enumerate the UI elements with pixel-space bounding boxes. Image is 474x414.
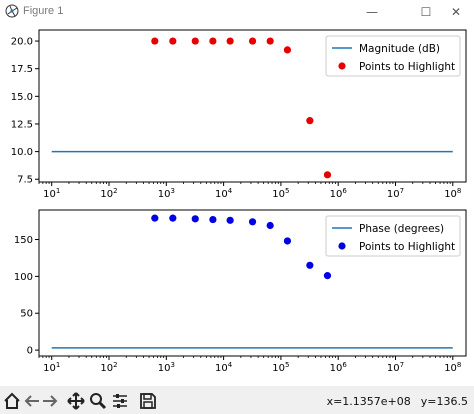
x-tick-label: 105 — [272, 187, 289, 200]
configure-subplots-icon[interactable] — [110, 391, 130, 411]
x-tick-label: 107 — [387, 361, 404, 374]
x-tick-label: 103 — [158, 361, 175, 374]
data-point — [248, 218, 257, 226]
forward-arrow-icon[interactable] — [40, 391, 60, 411]
data-point — [283, 46, 292, 54]
y-tick-label: 12.5 — [11, 119, 33, 130]
data-point — [248, 37, 257, 45]
figure-canvas[interactable]: 101 102 103 104 105 106 107 108 7.5 10.0 12.5 15.0 1… — [0, 24, 474, 386]
x-tick-label: 102 — [100, 361, 117, 374]
legend-label: Phase (degrees) — [359, 223, 444, 235]
x-tick-label: 101 — [43, 187, 60, 200]
y-tick-label: 20.0 — [11, 37, 33, 48]
x-tick-label: 107 — [387, 187, 404, 200]
legend-point-swatch — [338, 242, 346, 250]
matplotlib-app-icon — [5, 4, 19, 18]
data-point — [169, 37, 177, 45]
y-tick-label: 17.5 — [11, 64, 33, 75]
data-point — [266, 37, 274, 45]
legend-label: Points to Highlight — [359, 61, 455, 73]
data-point — [169, 214, 177, 222]
data-point — [226, 216, 234, 224]
y-tick-label: 150 — [14, 235, 33, 246]
navigation-toolbar: x=1.1357e+08 y=136.5 — [0, 388, 474, 414]
zoom-icon[interactable] — [88, 391, 108, 411]
y-tick-label: 0 — [27, 346, 33, 357]
minimize-button[interactable]: — — [366, 5, 378, 19]
legend-box — [325, 35, 461, 77]
coordinate-readout: x=1.1357e+08 y=136.5 — [317, 395, 468, 408]
data-point — [306, 117, 314, 125]
close-button[interactable]: ✕ — [450, 5, 462, 19]
phase-subplot: 101 102 103 104 105 106 107 108 0 50 100 150 Phase (… — [14, 209, 467, 374]
x-readout: x=1.1357e+08 — [326, 395, 411, 408]
home-icon[interactable] — [2, 391, 22, 411]
data-point — [283, 237, 292, 245]
x-tick-label: 102 — [100, 187, 117, 200]
data-point — [323, 171, 332, 179]
data-point — [191, 37, 199, 45]
data-point — [306, 261, 314, 269]
data-point — [151, 214, 159, 222]
y-tick-label: 10.0 — [11, 147, 33, 158]
x-tick-label: 104 — [215, 361, 233, 374]
x-tick-label: 105 — [272, 361, 289, 374]
y-tick-label: 15.0 — [11, 92, 33, 103]
pan-icon[interactable] — [66, 391, 86, 411]
legend-point-swatch — [338, 62, 346, 70]
maximize-button[interactable]: ☐ — [420, 5, 432, 19]
legend: Magnitude (dB) Points to Highlight — [325, 35, 461, 77]
data-point — [151, 37, 159, 45]
y-readout: y=136.5 — [420, 395, 468, 408]
data-point — [191, 215, 199, 223]
x-tick-label: 108 — [444, 187, 461, 200]
legend-label: Points to Highlight — [359, 241, 455, 253]
data-point — [323, 272, 332, 280]
title-bar: Figure 1 — ☐ ✕ — [0, 0, 474, 25]
x-tick-label: 106 — [330, 187, 348, 200]
figure-svg: 101 102 103 104 105 106 107 108 7.5 10.0 12.5 15.0 1… — [11, 29, 467, 374]
data-point — [209, 215, 217, 224]
data-point — [226, 37, 234, 45]
y-tick-label: 7.5 — [17, 175, 33, 186]
data-point — [266, 221, 274, 230]
legend-box — [325, 215, 461, 257]
x-tick-label: 108 — [444, 361, 461, 374]
x-tick-label: 106 — [330, 361, 348, 374]
magnitude-subplot: 101 102 103 104 105 106 107 108 7.5 10.0 12.5 15.0 1… — [11, 29, 467, 200]
y-tick-label: 100 — [14, 272, 33, 283]
save-icon[interactable] — [138, 391, 158, 411]
x-tick-label: 103 — [158, 187, 175, 200]
window-title: Figure 1 — [23, 5, 64, 17]
back-arrow-icon[interactable] — [22, 391, 42, 411]
x-tick-label: 104 — [215, 187, 233, 200]
x-tick-label: 101 — [43, 361, 60, 374]
data-point — [209, 37, 217, 45]
legend: Phase (degrees) Points to Highlight — [325, 215, 461, 257]
legend-label: Magnitude (dB) — [359, 43, 440, 55]
y-tick-label: 50 — [20, 309, 33, 320]
